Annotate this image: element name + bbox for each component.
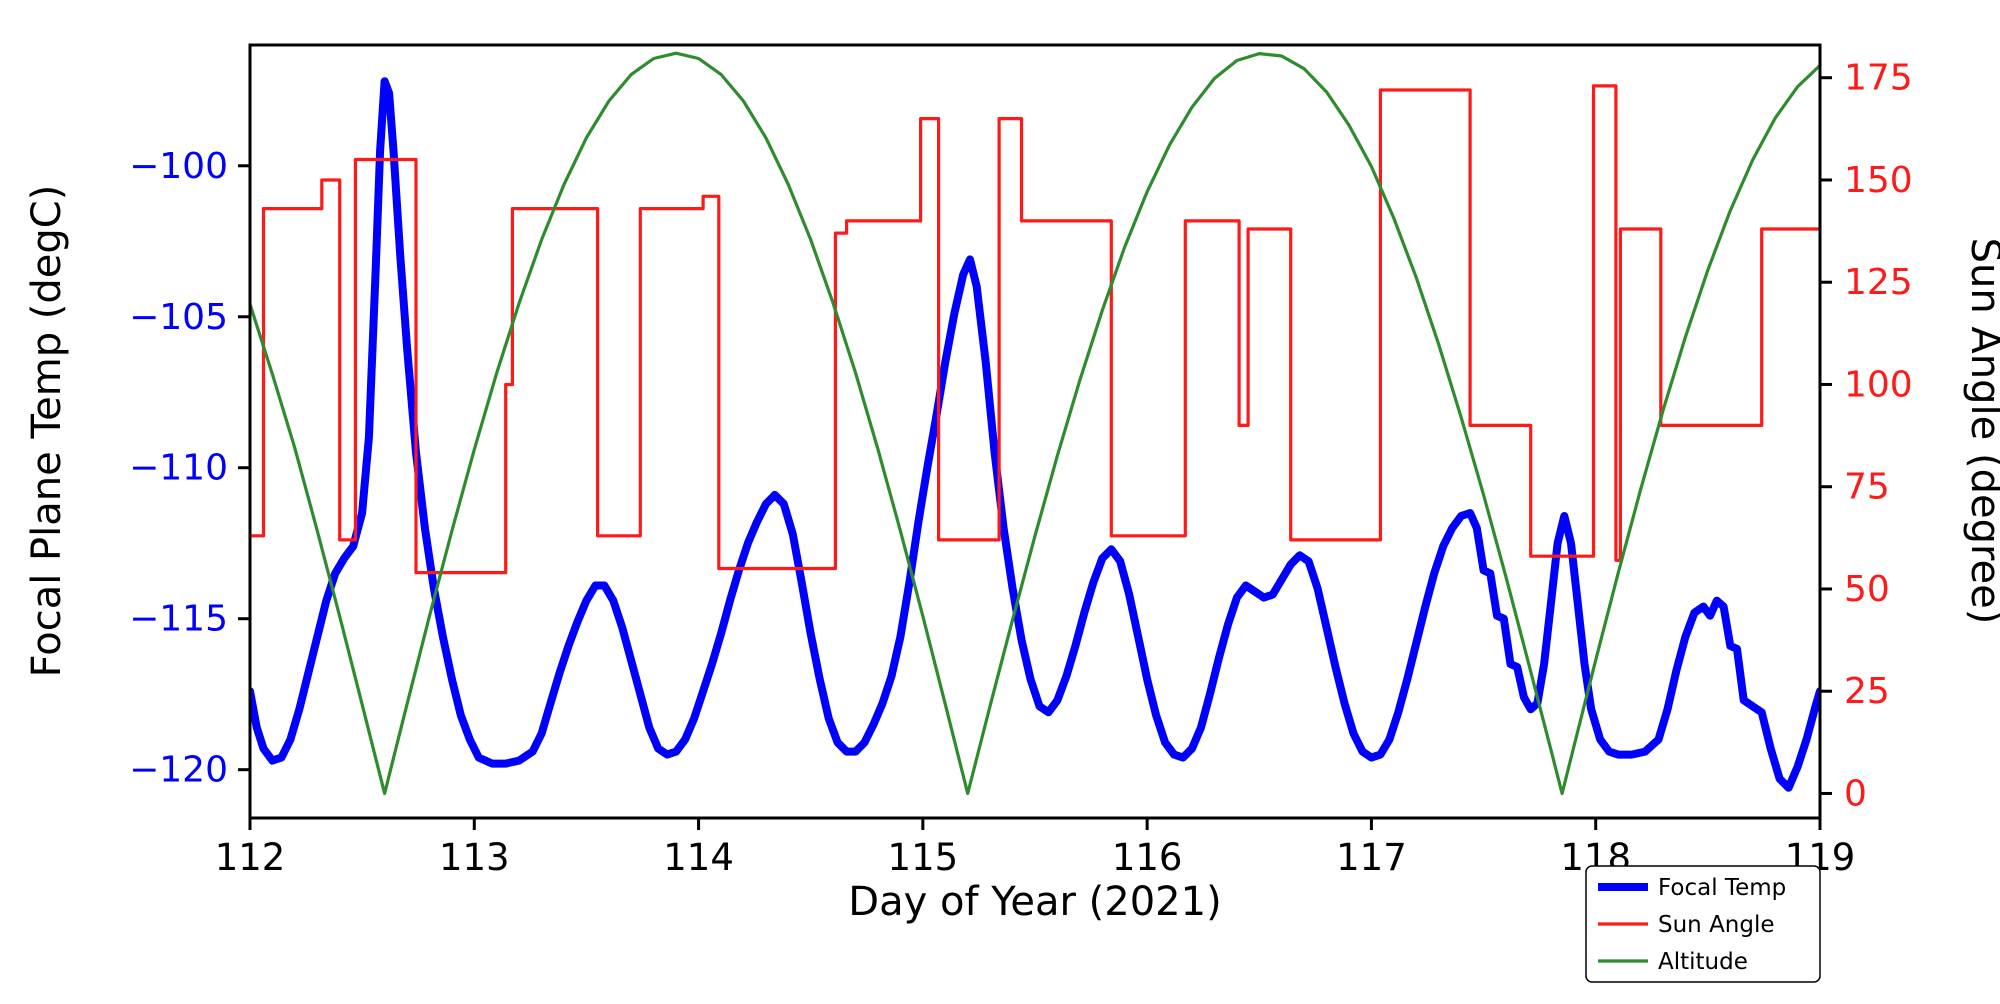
x-tick-label: 114: [663, 836, 734, 879]
left-y-axis-label: Focal Plane Temp (degC): [24, 185, 70, 678]
legend: Focal Temp Sun Angle Altitude: [1585, 865, 1821, 983]
legend-label: Focal Temp: [1658, 875, 1786, 901]
legend-label: Sun Angle: [1658, 912, 1775, 938]
left-y-tick-label: −105: [129, 297, 228, 338]
legend-label: Altitude: [1658, 949, 1748, 975]
x-tick-label: 113: [439, 836, 510, 879]
series-line-altitude: [250, 51, 1820, 796]
plot-border: [248, 43, 1822, 820]
x-tick-label: 116: [1112, 836, 1183, 879]
left-y-tick-label: −115: [129, 599, 228, 640]
right-y-tick-label: 175: [1844, 58, 1913, 99]
right-y-tick-label: 125: [1844, 262, 1913, 303]
right-y-tick-label: 50: [1844, 569, 1890, 610]
left-y-tick-label: −100: [129, 146, 228, 187]
plot-axes: 112 113 114 115 116 117 118 119−100−105−110−115…: [129, 43, 1913, 879]
legend-box: [1585, 865, 1821, 983]
right-y-tick-label: 25: [1844, 671, 1890, 712]
x-axis-label: Day of Year (2021): [848, 879, 1221, 925]
right-y-axis-label: Sun Angle (degree): [1962, 238, 2000, 625]
left-y-tick-label: −120: [129, 750, 228, 791]
x-tick-label: 115: [888, 836, 959, 879]
right-y-tick-label: 100: [1844, 364, 1913, 405]
right-y-tick-label: 0: [1844, 773, 1867, 814]
series-line-focal-temp: [250, 77, 1820, 792]
right-y-tick-label: 75: [1844, 467, 1890, 508]
series-line-sun-angle: [250, 84, 1820, 575]
left-y-tick-label: −110: [129, 448, 228, 489]
x-tick-label: 117: [1336, 836, 1407, 879]
x-tick-label: 112: [215, 836, 286, 879]
plot-series: [250, 51, 1820, 796]
right-y-tick-label: 150: [1844, 160, 1913, 201]
